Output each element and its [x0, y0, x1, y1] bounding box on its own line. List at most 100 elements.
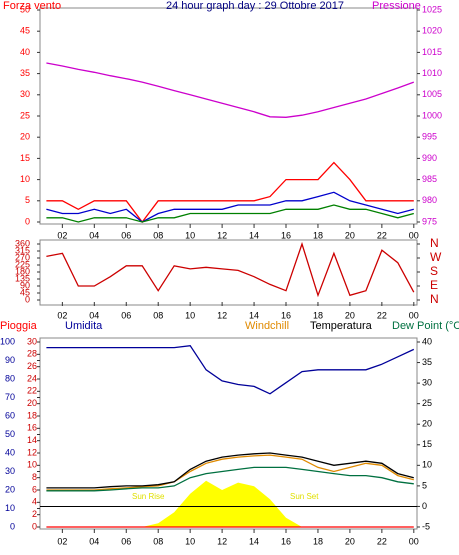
y-axis-label: Pioggia: [0, 320, 38, 332]
y2-tick-label: 10: [422, 460, 432, 470]
x-tick-label: 02: [57, 230, 67, 240]
y2-tick-label: 1015: [422, 47, 442, 57]
y-tick-label: 14: [27, 435, 37, 445]
y3-tick-label: 20: [5, 484, 15, 494]
x-tick-label: 06: [121, 536, 131, 546]
y2-tick-label: 985: [422, 174, 437, 184]
y-tick-label: 90: [20, 280, 30, 290]
y-tick-label: 0: [32, 521, 37, 531]
y-tick-label: 10: [27, 460, 37, 470]
y-tick-label: 35: [20, 68, 30, 78]
y2-tick-label: 1000: [422, 110, 442, 120]
y3-tick-label: 60: [5, 410, 15, 420]
y2-tick-label: 980: [422, 195, 437, 205]
y-tick-label: 6: [32, 484, 37, 494]
y-tick-label: 22: [27, 386, 37, 396]
y-tick-label: 26: [27, 361, 37, 371]
x-tick-label: 14: [249, 230, 259, 240]
x-tick-label: 18: [313, 536, 323, 546]
x-tick-label: 08: [153, 536, 163, 546]
x-tick-label: 04: [89, 536, 99, 546]
y2-tick-label: 20: [422, 419, 432, 429]
y-tick-label: 30: [27, 336, 37, 346]
y-tick-label: 40: [20, 47, 30, 57]
y-tick-label: 0: [25, 294, 30, 304]
annotation: Sun Rise: [132, 492, 165, 501]
y2-tick-label: 0: [422, 501, 427, 511]
x-tick-label: 02: [57, 310, 67, 320]
x-tick-label: 10: [185, 230, 195, 240]
x-tick-label: 22: [377, 536, 387, 546]
x-tick-label: 00: [409, 230, 419, 240]
x-tick-label: 10: [185, 536, 195, 546]
y-tick-label: 50: [20, 4, 30, 14]
series-line: [46, 241, 415, 298]
panel-frame: [39, 7, 418, 225]
x-tick-label: 00: [409, 310, 419, 320]
y3-tick-label: 80: [5, 373, 15, 383]
y2-tick-label: 1020: [422, 26, 442, 36]
y-tick-label: 18: [27, 410, 37, 420]
y2-tick-label: 975: [422, 216, 437, 226]
y-tick-label: 20: [20, 132, 30, 142]
y2-tick-label: 30: [422, 377, 432, 387]
y-tick-label: 315: [15, 245, 30, 255]
y-tick-label: 10: [20, 174, 30, 184]
chart-title: 24 hour graph day : 29 Ottobre 2017: [166, 0, 344, 12]
x-tick-label: 04: [89, 310, 99, 320]
series-line: [46, 454, 414, 491]
x-tick-label: 16: [281, 536, 291, 546]
y2-tick-label: 1025: [422, 4, 442, 14]
y2-axis-label: Pressione: [372, 0, 421, 12]
x-tick-label: 18: [313, 230, 323, 240]
panel-frame: [39, 239, 418, 306]
y-tick-label: 15: [20, 153, 30, 163]
y2-tick-label: N: [430, 236, 439, 250]
y3-tick-label: 70: [5, 392, 15, 402]
series-line: [46, 466, 414, 492]
y3-tick-label: 40: [5, 447, 15, 457]
legend-label: Dew Point (°C: [392, 320, 459, 332]
y-tick-label: 25: [20, 110, 30, 120]
y-tick-label: 8: [32, 472, 37, 482]
series-line: [46, 452, 414, 489]
y3-tick-label: 0: [10, 521, 15, 531]
y2-tick-label: 995: [422, 132, 437, 142]
y2-tick-label: -5: [422, 521, 430, 531]
y-tick-label: 135: [15, 273, 30, 283]
y2-tick-label: 35: [422, 357, 432, 367]
y2-tick-label: N: [430, 292, 439, 306]
x-tick-label: 16: [281, 310, 291, 320]
x-tick-label: 00: [409, 536, 419, 546]
x-tick-label: 02: [57, 536, 67, 546]
y-tick-label: 45: [20, 287, 30, 297]
series-line: [46, 161, 414, 224]
y2-tick-label: E: [430, 278, 438, 292]
y2-tick-label: 990: [422, 153, 437, 163]
x-tick-label: 22: [377, 230, 387, 240]
x-tick-label: 20: [345, 230, 355, 240]
area: [46, 480, 414, 527]
x-tick-label: 16: [281, 230, 291, 240]
y3-tick-label: 100: [0, 336, 15, 346]
x-tick-label: 18: [313, 310, 323, 320]
y-tick-label: 360: [15, 238, 30, 248]
legend-label: Windchill: [245, 320, 289, 332]
y2-tick-label: 1010: [422, 68, 442, 78]
y-tick-label: 20: [27, 398, 37, 408]
y3-tick-label: 30: [5, 466, 15, 476]
annotation: Sun Set: [290, 492, 319, 501]
y-tick-label: 5: [25, 195, 30, 205]
y-tick-label: 2: [32, 509, 37, 519]
y-tick-label: 12: [27, 447, 37, 457]
y2-tick-label: 5: [422, 480, 427, 490]
x-tick-label: 12: [217, 536, 227, 546]
x-tick-label: 20: [345, 536, 355, 546]
y3-tick-label: 90: [5, 355, 15, 365]
y2-tick-label: W: [430, 250, 442, 264]
legend-label: Umidita: [65, 320, 103, 332]
y2-tick-label: 40: [422, 336, 432, 346]
y-tick-label: 180: [15, 266, 30, 276]
y2-tick-label: 1005: [422, 89, 442, 99]
y2-tick-label: S: [430, 264, 438, 278]
